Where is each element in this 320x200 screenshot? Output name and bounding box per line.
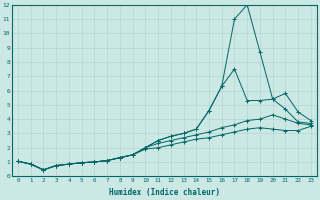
X-axis label: Humidex (Indice chaleur): Humidex (Indice chaleur): [109, 188, 220, 197]
